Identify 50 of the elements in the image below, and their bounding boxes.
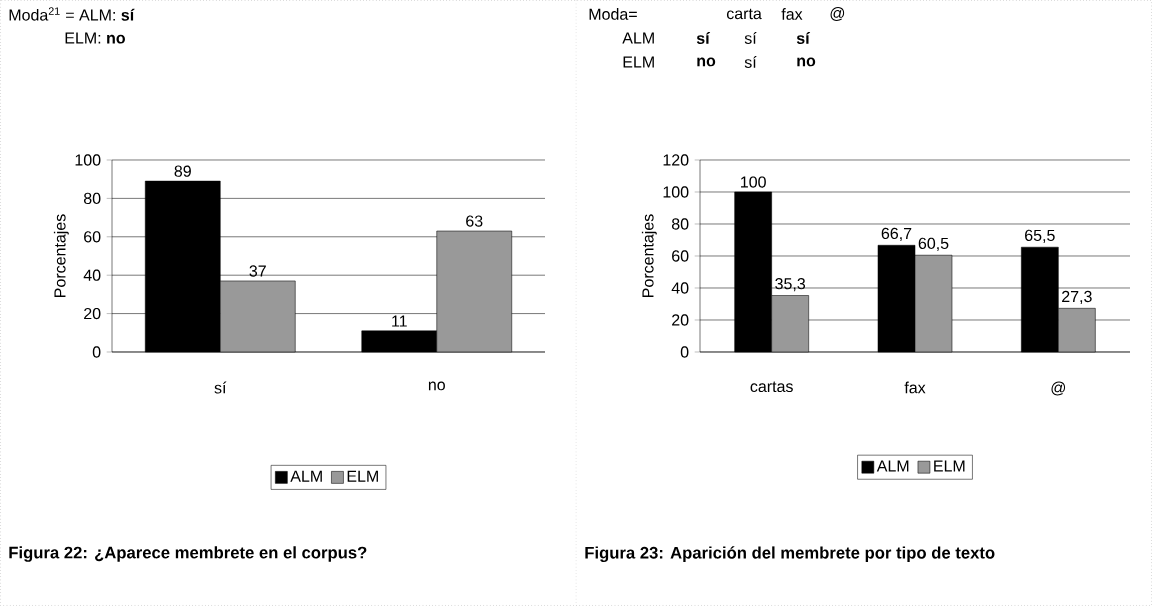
y-tick-label: 120: [663, 154, 689, 166]
data-label: 66,7: [881, 227, 912, 241]
data-label: 60,5: [918, 237, 949, 251]
data-label: 63: [466, 215, 483, 227]
data-label: 27,3: [1062, 290, 1092, 305]
legend-label: ELM: [934, 460, 965, 472]
y-tick-label: 60: [672, 250, 689, 262]
data-label: 65,5: [1025, 229, 1055, 243]
text: ELM: no: [65, 32, 125, 44]
y-tick-label: 100: [75, 154, 101, 166]
legend-label: ELM: [347, 470, 378, 482]
y-axis-title: Porcentajes: [641, 214, 657, 297]
y-tick-label: 80: [671, 218, 689, 230]
data-label: 100: [741, 176, 766, 188]
text: Moda$^{21}$ = ALM: sí: [9, 7, 135, 21]
text: ALM: [622, 32, 654, 44]
text: sí: [744, 56, 757, 68]
text: carta: [726, 8, 762, 20]
y-tick-label: 100: [663, 186, 689, 198]
text: sí: [696, 32, 711, 44]
y-axis-title: Porcentajes: [53, 214, 69, 297]
x-tick-label: no: [428, 381, 445, 391]
text: no: [697, 57, 716, 67]
text: fax: [781, 8, 803, 20]
text: Figura 23: Aparición del membrete por tipo de texto: [585, 546, 995, 563]
y-tick-label: 40: [83, 269, 101, 281]
y-tick-label: 40: [671, 282, 689, 294]
x-tick-label: cartas: [750, 381, 793, 393]
text: sí: [796, 32, 811, 44]
text: no: [797, 57, 816, 67]
y-tick-label: 0: [92, 346, 101, 358]
x-tick-label: @: [1051, 381, 1066, 396]
data-label: 37: [249, 265, 266, 277]
legend-label: ALM: [876, 460, 909, 472]
y-tick-label: 0: [680, 346, 689, 358]
x-tick-label: fax: [904, 381, 926, 394]
data-label: 11: [392, 315, 407, 327]
y-tick-label: 20: [672, 314, 689, 326]
text: @: [830, 7, 845, 21]
data-label: 89: [174, 165, 191, 177]
legend-label: ALM: [290, 470, 322, 482]
x-tick-label: sí: [214, 381, 227, 394]
text: sí: [744, 32, 757, 44]
text: Moda=: [589, 8, 637, 20]
data-label: 35,3: [775, 278, 806, 292]
y-tick-label: 60: [84, 231, 101, 243]
text: Figura 22: ¿Aparece membrete en el corpus?: [9, 546, 367, 562]
y-tick-label: 80: [83, 192, 101, 205]
y-tick-label: 20: [84, 307, 101, 320]
text: ELM: [623, 56, 654, 68]
